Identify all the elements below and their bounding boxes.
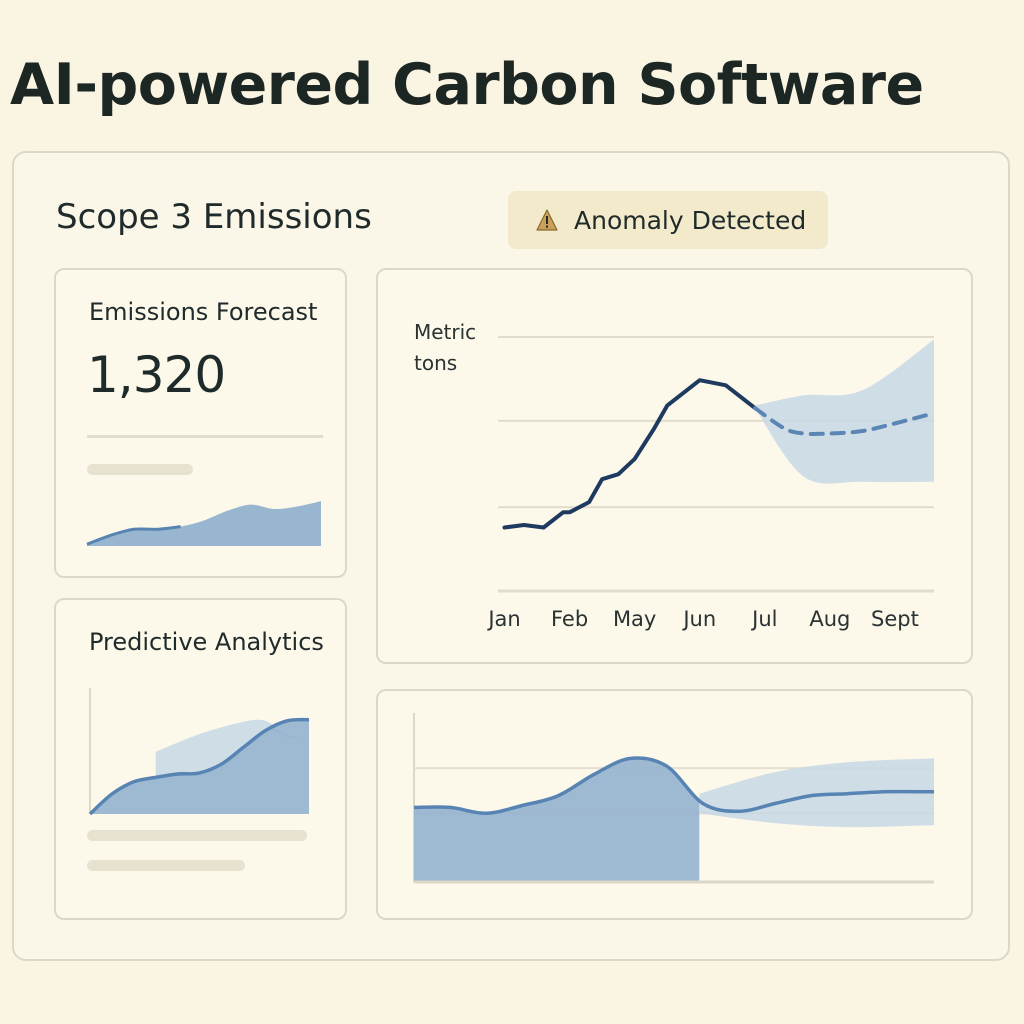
dashboard-panel: Scope 3 Emissions Anomaly Detected Emiss… <box>12 151 1010 961</box>
predictive-area-fill <box>90 719 309 814</box>
y-axis-label: Metric <box>414 320 476 344</box>
forecast-confidence-band <box>755 339 934 484</box>
predictive-analytics-card[interactable]: Predictive Analytics <box>54 598 347 920</box>
x-tick-label: Jul <box>750 607 777 631</box>
emissions-forecast-label: Emissions Forecast <box>89 298 318 326</box>
forecast-confidence-band <box>155 719 309 778</box>
forecast-sparkline-area <box>87 501 321 546</box>
emissions-line-chart: Metric tons Jan Feb May Jun Jul Aug Sept <box>414 320 936 631</box>
predictive-analytics-chart <box>88 688 310 816</box>
emissions-forecast-card[interactable]: Emissions Forecast 1,320 <box>54 268 347 578</box>
emissions-area-chart <box>413 713 934 884</box>
placeholder-bar <box>87 830 307 841</box>
forecast-confidence-band <box>699 758 934 828</box>
forecast-sparkline-line <box>86 525 181 546</box>
y-axis-label: tons <box>414 351 457 375</box>
anomaly-badge[interactable]: Anomaly Detected <box>508 191 828 249</box>
emissions-line-chart-card[interactable]: Metric tons Jan Feb May Jun Jul Aug Sept <box>376 268 973 664</box>
placeholder-bar <box>87 464 193 475</box>
page-title: AI-powered Carbon Software <box>10 52 924 118</box>
emissions-area-line <box>413 756 934 816</box>
predictive-analytics-label: Predictive Analytics <box>89 628 324 656</box>
x-tick-label: Aug <box>809 607 850 631</box>
x-tick-label: May <box>613 607 656 631</box>
actual-emissions-line <box>502 378 757 530</box>
x-tick-label: Feb <box>551 607 588 631</box>
warning-icon <box>536 209 558 231</box>
x-tick-label: Sept <box>871 607 919 631</box>
x-tick-label: Jan <box>486 607 520 631</box>
predictive-line <box>88 717 310 816</box>
historical-area-fill <box>414 758 700 882</box>
x-tick-label: Jun <box>681 607 716 631</box>
section-title: Scope 3 Emissions <box>56 197 372 237</box>
forecast-sparkline-chart <box>86 501 321 546</box>
placeholder-bar <box>87 860 245 871</box>
emissions-area-chart-card[interactable] <box>376 689 973 920</box>
divider <box>87 435 323 438</box>
forecast-dashed-line <box>753 406 936 437</box>
anomaly-badge-label: Anomaly Detected <box>574 205 807 235</box>
emissions-forecast-value: 1,320 <box>87 346 226 404</box>
